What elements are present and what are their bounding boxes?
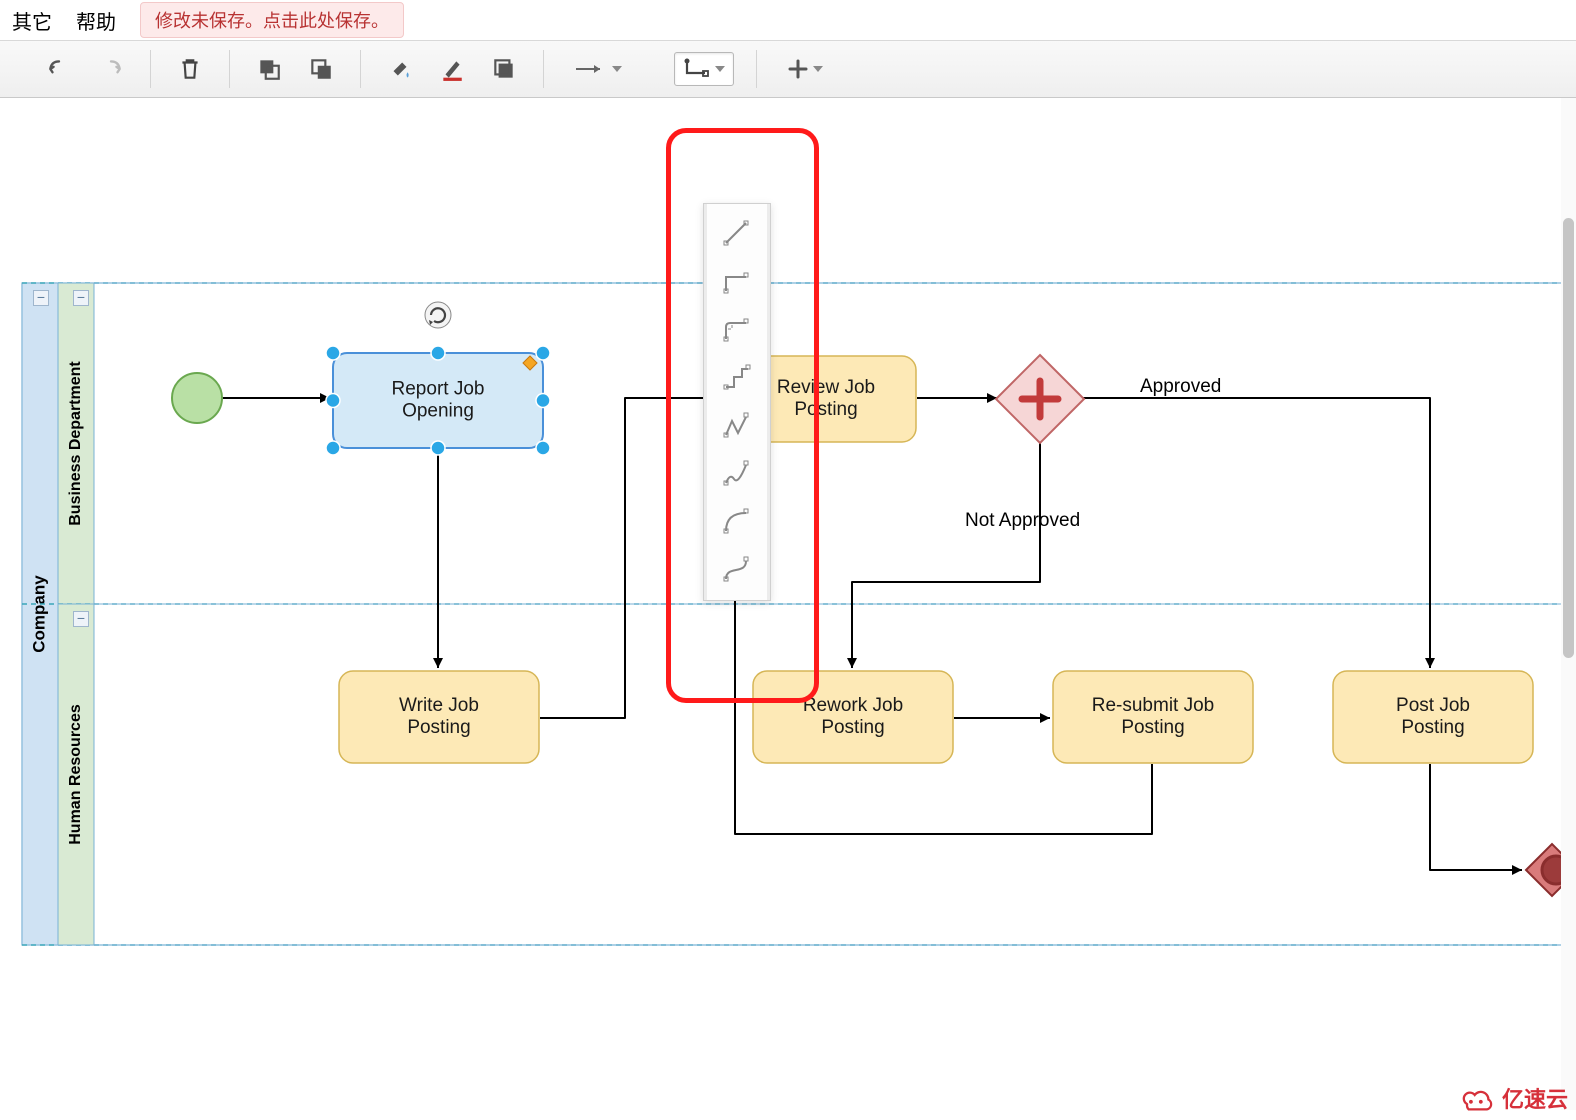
task-label: Re-submit Job	[1092, 695, 1215, 716]
vertical-scrollbar[interactable]	[1561, 98, 1576, 1110]
add-shape-dropdown[interactable]	[779, 54, 831, 84]
watermark-text: 亿速云	[1502, 1082, 1568, 1114]
connector-style-menu	[703, 203, 771, 601]
undo-button[interactable]	[42, 52, 76, 86]
chevron-down-icon	[813, 66, 823, 72]
edge-gate-notapproved[interactable]	[852, 442, 1040, 668]
pool-collapse-button[interactable]: −	[33, 290, 49, 306]
connector-option-freehand[interactable]	[708, 450, 766, 498]
task-label: Posting	[794, 399, 857, 420]
diagram-svg: Company Business Department Human Resource…	[0, 98, 1576, 1108]
connector-option-curve[interactable]	[708, 498, 766, 546]
task-label: Posting	[821, 717, 884, 738]
toolbar	[0, 40, 1576, 98]
edge-gate-approved[interactable]	[1083, 398, 1430, 668]
unsaved-notice[interactable]: 修改未保存。点击此处保存。	[140, 2, 404, 38]
task-label: Posting	[1121, 717, 1184, 738]
selection-handle[interactable]	[326, 394, 340, 408]
task-resubmit[interactable]: Re-submit JobPosting	[1053, 671, 1253, 763]
shadow-button[interactable]	[487, 52, 521, 86]
task-label: Write Job	[399, 695, 479, 716]
selection-handle[interactable]	[536, 394, 550, 408]
task-label: Post Job	[1396, 695, 1470, 716]
selection-handle[interactable]	[536, 441, 550, 455]
menu-other[interactable]: 其它	[12, 6, 52, 35]
start-event[interactable]	[172, 373, 222, 423]
connector-option-zigzag[interactable]	[708, 402, 766, 450]
delete-button[interactable]	[173, 52, 207, 86]
task-report[interactable]: Report JobOpening	[326, 302, 550, 455]
edge-resubmit-review[interactable]	[735, 446, 1152, 834]
task-rework[interactable]: Rework JobPosting	[753, 671, 953, 763]
redo-button	[94, 52, 128, 86]
connector-option-straight[interactable]	[708, 210, 766, 258]
task-label: Review Job	[777, 377, 875, 398]
lane-hr-collapse-button[interactable]: −	[73, 611, 89, 627]
task-label: Rework Job	[803, 695, 903, 716]
to-front-button[interactable]	[252, 52, 286, 86]
stroke-color-button[interactable]	[435, 52, 469, 86]
connector-option-orthogonal-rounded[interactable]	[708, 306, 766, 354]
menubar: 其它 帮助 修改未保存。点击此处保存。	[0, 0, 1576, 40]
chevron-down-icon	[715, 66, 725, 72]
selection-handle[interactable]	[536, 346, 550, 360]
scrollbar-thumb[interactable]	[1563, 218, 1574, 658]
arrow-style-dropdown[interactable]	[566, 55, 630, 83]
lane-bd-collapse-button[interactable]: −	[73, 290, 89, 306]
task-label: Report Job	[392, 379, 485, 400]
svg-text:Human Resources: Human Resources	[67, 704, 84, 845]
edge-label-gate-notapproved: Not Approved	[965, 510, 1080, 531]
task-label: Opening	[402, 401, 474, 422]
selection-handle[interactable]	[431, 346, 445, 360]
selection-handle[interactable]	[326, 441, 340, 455]
task-write[interactable]: Write JobPosting	[339, 671, 539, 763]
edge-label-gate-approved: Approved	[1140, 376, 1221, 397]
selection-handle[interactable]	[431, 441, 445, 455]
task-label: Posting	[407, 717, 470, 738]
selection-handle[interactable]	[326, 346, 340, 360]
task-label: Posting	[1401, 717, 1464, 738]
rotate-handle[interactable]	[425, 302, 451, 328]
to-back-button[interactable]	[304, 52, 338, 86]
fill-color-button[interactable]	[383, 52, 417, 86]
chevron-down-icon	[612, 66, 622, 72]
svg-text:Company: Company	[29, 575, 48, 653]
watermark-logo: 亿速云	[1458, 1082, 1568, 1114]
diagram-canvas[interactable]: Company Business Department Human Resource…	[0, 98, 1576, 1108]
connector-option-s-curve[interactable]	[708, 546, 766, 594]
task-post[interactable]: Post JobPosting	[1333, 671, 1533, 763]
menu-help[interactable]: 帮助	[76, 6, 116, 35]
connector-style-dropdown[interactable]	[674, 52, 734, 86]
connector-option-orthogonal-segmented[interactable]	[708, 354, 766, 402]
svg-text:Business Department: Business Department	[67, 361, 84, 526]
edge-post-end[interactable]	[1430, 764, 1522, 870]
gateway[interactable]	[996, 355, 1084, 443]
connector-option-orthogonal[interactable]	[708, 258, 766, 306]
